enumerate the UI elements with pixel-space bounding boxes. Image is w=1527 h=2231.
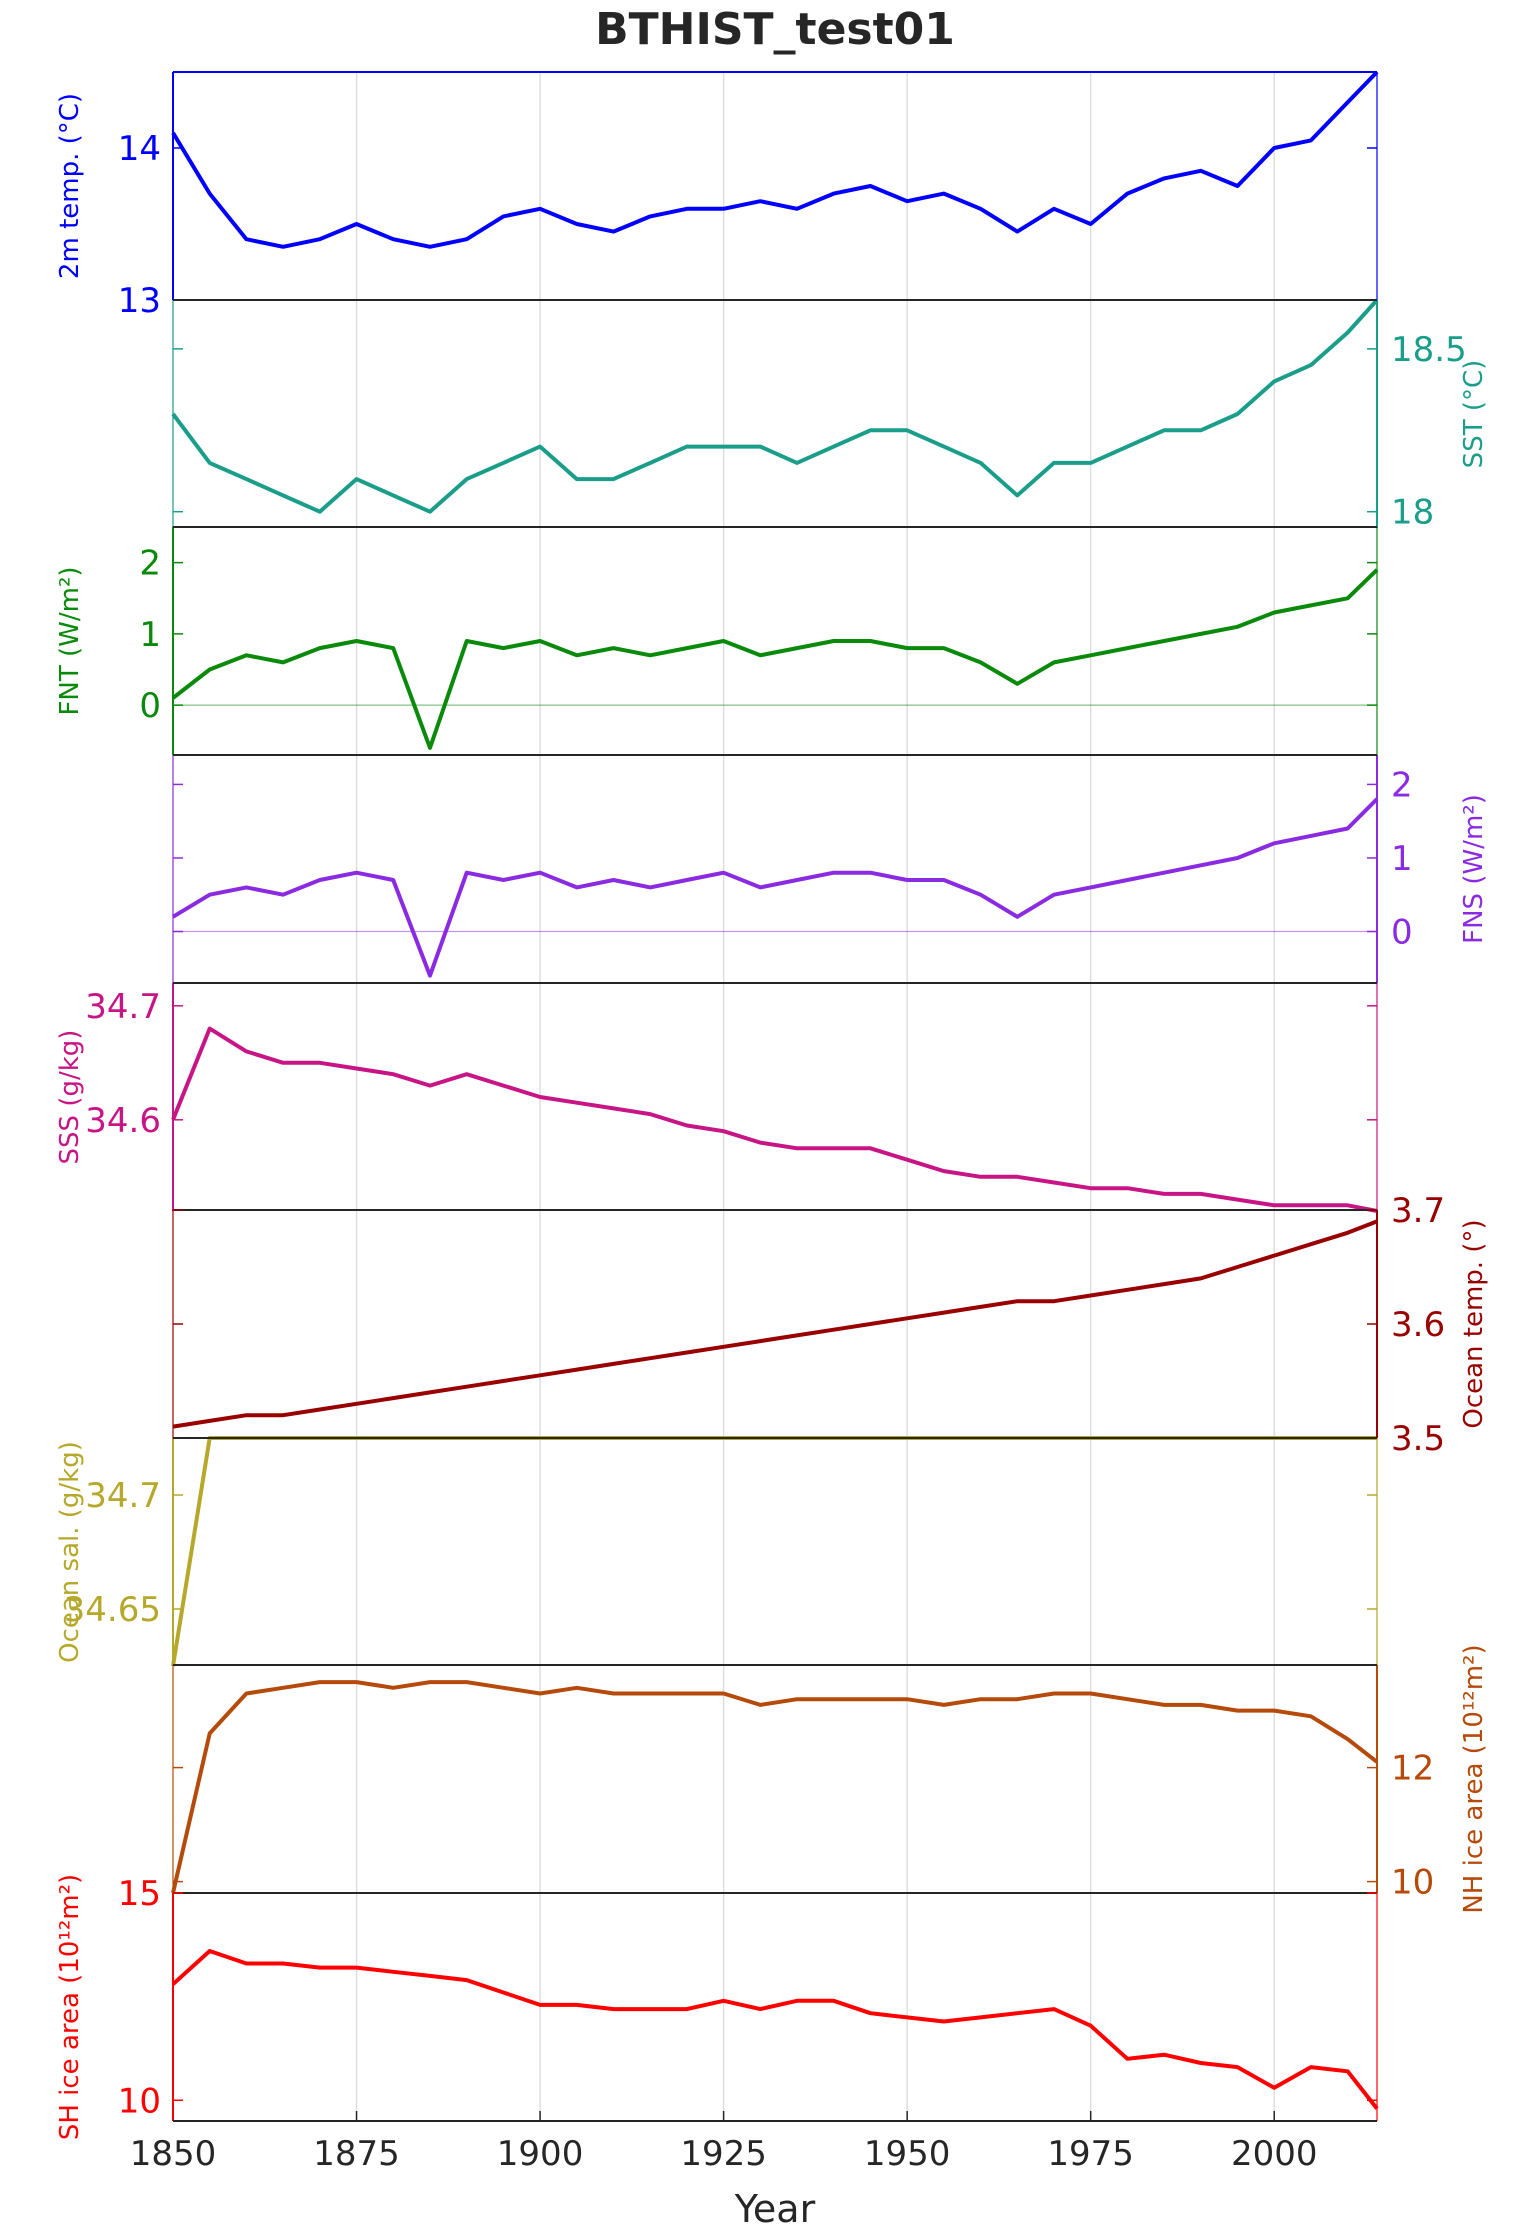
axis-layer: 1850 1875 1900 1925 1950 1975 2000 13 14 2m temp.… [55, 71, 1489, 2174]
x-tick-label: 1900 [497, 2134, 584, 2174]
series-line [171, 1680, 1379, 1894]
y-tick-label: 1 [139, 615, 161, 655]
y-tick-label: 18.5 [1391, 330, 1467, 370]
y-tick-label: 14 [118, 129, 161, 169]
y-tick-label: 3.6 [1391, 1305, 1445, 1345]
y-axis-label: Ocean temp. (°) [1459, 1219, 1489, 1428]
series-line [171, 1949, 1379, 2110]
series-line [171, 568, 1379, 750]
y-tick-label: 2 [1391, 765, 1413, 805]
y-tick-label: 3.7 [1391, 1191, 1445, 1231]
y-tick-label: 10 [118, 2081, 161, 2121]
y-tick-label: 34.6 [85, 1101, 161, 1141]
x-tick-label: 1925 [680, 2134, 767, 2174]
y-axis-label: SSS (g/kg) [55, 1030, 85, 1165]
x-tick-label: 1850 [130, 2134, 217, 2174]
y-axis-label: SH ice area (10¹²m²) [55, 1874, 85, 2140]
x-axis-label: Year [734, 2187, 816, 2231]
y-axis-label: NH ice area (10¹²m²) [1459, 1644, 1489, 1913]
y-tick-label: 3.5 [1391, 1419, 1445, 1459]
y-tick-label: 18 [1391, 493, 1434, 533]
y-tick-label: 0 [1391, 913, 1413, 953]
y-tick-label: 15 [118, 1874, 161, 1914]
series-line [171, 1436, 1377, 1667]
y-axis-label: Ocean sal. (g/kg) [55, 1441, 85, 1663]
y-tick-label: 34.7 [85, 987, 161, 1027]
series-line [171, 70, 1379, 249]
y-tick-label: 2 [139, 544, 161, 584]
y-tick-label: 10 [1391, 1863, 1434, 1903]
y-axis-label: SST (°C) [1459, 360, 1489, 469]
chart-title: BTHIST_test01 [595, 4, 955, 55]
y-axis-label: FNS (W/m²) [1459, 794, 1489, 944]
y-axis-label: FNT (W/m²) [55, 566, 85, 715]
series-line [171, 797, 1379, 978]
series-layer [171, 70, 1379, 2110]
y-tick-label: 12 [1391, 1749, 1434, 1789]
x-tick-label: 1975 [1047, 2134, 1134, 2174]
x-tick-label: 1950 [864, 2134, 951, 2174]
series-line [171, 298, 1379, 514]
y-tick-label: 34.65 [64, 1590, 161, 1630]
series-line [172, 1219, 1378, 1429]
y-axis-label: 2m temp. (°C) [55, 93, 85, 279]
series-line [171, 1026, 1378, 1213]
grid-layer [173, 72, 1377, 2121]
y-tick-label: 34.7 [85, 1476, 161, 1516]
x-tick-label: 1875 [313, 2134, 400, 2174]
x-tick-label: 2000 [1231, 2134, 1318, 2174]
y-tick-label: 0 [139, 686, 161, 726]
y-tick-label: 13 [118, 281, 161, 321]
y-tick-label: 1 [1391, 839, 1413, 879]
